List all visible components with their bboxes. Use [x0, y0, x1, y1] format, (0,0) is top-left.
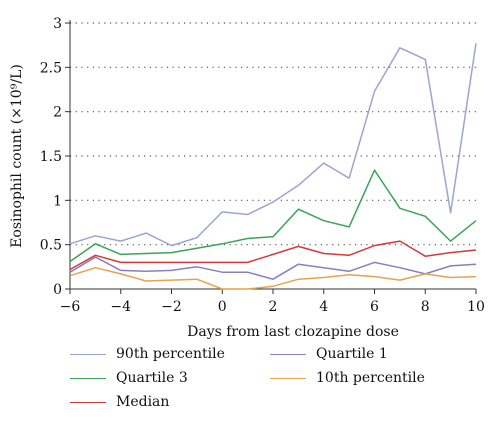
x-tick-label: 0: [218, 299, 227, 315]
x-tick-labels: −6 −4 −2 0 2 4 6 8 10: [60, 299, 485, 315]
y-axis-title: Eosinophil count (×10⁹/L): [9, 64, 25, 248]
y-tick-label: 1.5: [40, 149, 62, 165]
y-tick-label: 2: [53, 105, 62, 121]
legend-item-10th: 10th percentile: [270, 370, 425, 386]
legend-swatch-q3: [70, 377, 106, 379]
legend: 90th percentile Quartile 1 Quartile 3 10…: [70, 346, 500, 424]
x-tick-label: −2: [161, 299, 182, 315]
eosinophil-line-chart: −6 −4 −2 0 2 4 6 8 10 0 0.5 1 1.5 2 2.5 3 Days from la…: [9, 16, 485, 340]
y-tick-label: 1: [53, 193, 62, 209]
legend-swatch-q1: [270, 353, 306, 355]
legend-swatch-10th: [270, 377, 306, 379]
series-line-10th-percentile: [69, 266, 477, 290]
y-tick-label: 0.5: [40, 238, 62, 254]
x-tick-label: 4: [319, 299, 328, 315]
legend-label-90th: 90th percentile: [116, 346, 225, 362]
axes: [65, 20, 477, 294]
x-tick-label: 2: [269, 299, 278, 315]
x-tick-label: −4: [110, 299, 131, 315]
legend-item-90th: 90th percentile: [70, 346, 225, 362]
legend-item-q3: Quartile 3: [70, 370, 188, 386]
x-tick-label: 10: [467, 299, 485, 315]
x-axis-title: Days from last clozapine dose: [187, 324, 399, 340]
series-line-quartile-3: [69, 169, 477, 263]
x-tick-label: −6: [60, 299, 81, 315]
x-tick-label: 6: [370, 299, 379, 315]
legend-label-q1: Quartile 1: [316, 346, 388, 362]
y-tick-label: 3: [53, 16, 62, 32]
y-tick-label: 2.5: [40, 60, 62, 76]
legend-label-10th: 10th percentile: [316, 370, 425, 386]
legend-label-median: Median: [116, 394, 170, 410]
y-tick-labels: 0 0.5 1 1.5 2 2.5 3: [40, 16, 62, 298]
series-line-median: [69, 240, 477, 271]
x-tick-label: 8: [421, 299, 430, 315]
legend-item-q1: Quartile 1: [270, 346, 388, 362]
series-lines: [69, 43, 477, 290]
legend-label-q3: Quartile 3: [116, 370, 188, 386]
legend-item-median: Median: [70, 394, 169, 410]
y-gridlines: [70, 22, 476, 246]
series-line-90th-percentile: [69, 43, 477, 247]
y-tick-label: 0: [53, 282, 62, 298]
series-line-quartile-1: [69, 256, 477, 280]
legend-swatch-median: [70, 401, 106, 403]
legend-swatch-90th: [70, 353, 106, 355]
